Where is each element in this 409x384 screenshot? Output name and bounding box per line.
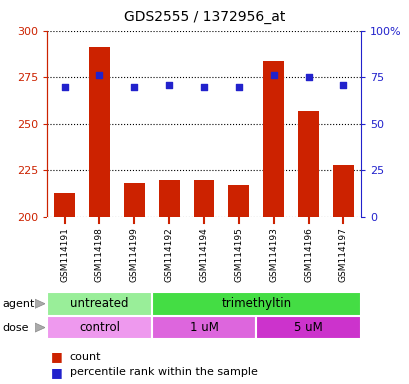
Text: GSM114196: GSM114196 xyxy=(303,227,312,282)
Polygon shape xyxy=(35,323,45,332)
Point xyxy=(131,84,137,90)
Text: GSM114198: GSM114198 xyxy=(95,227,103,282)
Point xyxy=(61,84,68,90)
Polygon shape xyxy=(35,299,45,308)
Text: control: control xyxy=(79,321,120,334)
Bar xyxy=(332,165,353,217)
Text: GSM114199: GSM114199 xyxy=(130,227,138,282)
Bar xyxy=(228,185,249,217)
Bar xyxy=(151,292,360,316)
Bar xyxy=(158,180,179,217)
Text: dose: dose xyxy=(2,323,29,333)
Point xyxy=(305,74,311,80)
Text: ■: ■ xyxy=(51,366,63,379)
Text: count: count xyxy=(70,352,101,362)
Text: ■: ■ xyxy=(51,350,63,363)
Bar xyxy=(256,316,360,339)
Text: agent: agent xyxy=(2,299,34,309)
Bar xyxy=(89,48,110,217)
Text: GSM114191: GSM114191 xyxy=(60,227,69,282)
Text: GSM114197: GSM114197 xyxy=(338,227,347,282)
Bar xyxy=(297,111,318,217)
Text: GSM114192: GSM114192 xyxy=(164,227,173,282)
Bar xyxy=(124,184,144,217)
Point xyxy=(339,82,346,88)
Point xyxy=(166,82,172,88)
Text: untreated: untreated xyxy=(70,297,128,310)
Text: percentile rank within the sample: percentile rank within the sample xyxy=(70,367,257,377)
Bar xyxy=(54,193,75,217)
Point xyxy=(200,84,207,90)
Text: GDS2555 / 1372956_at: GDS2555 / 1372956_at xyxy=(124,10,285,23)
Text: trimethyltin: trimethyltin xyxy=(220,297,291,310)
Point xyxy=(96,72,103,78)
Point xyxy=(270,72,276,78)
Text: 1 uM: 1 uM xyxy=(189,321,218,334)
Bar xyxy=(263,61,283,217)
Text: GSM114194: GSM114194 xyxy=(199,227,208,282)
Text: GSM114193: GSM114193 xyxy=(269,227,277,282)
Bar xyxy=(47,292,151,316)
Text: GSM114195: GSM114195 xyxy=(234,227,243,282)
Bar xyxy=(193,180,214,217)
Bar xyxy=(151,316,256,339)
Bar xyxy=(47,316,151,339)
Point xyxy=(235,84,242,90)
Text: 5 uM: 5 uM xyxy=(293,321,322,334)
